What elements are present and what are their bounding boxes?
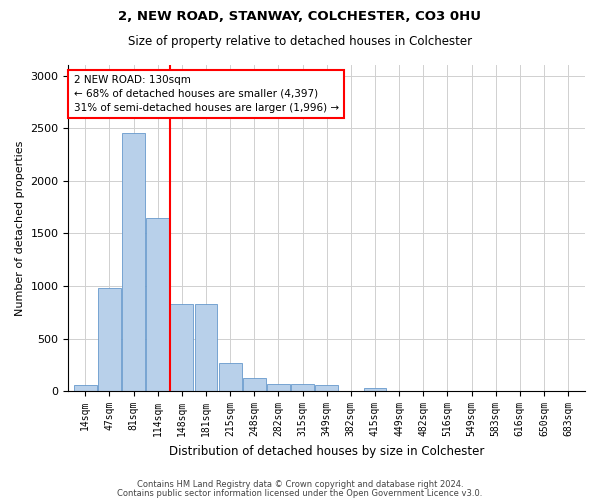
Bar (146, 218, 169, 391)
Bar (315, 386, 338, 391)
Bar (98, 288, 121, 391)
Text: Contains public sector information licensed under the Open Government Licence v3: Contains public sector information licen… (118, 488, 482, 498)
Bar (170, 304, 193, 391)
Bar (243, 378, 266, 391)
Bar (74, 386, 97, 391)
Bar (267, 384, 290, 391)
Text: 2, NEW ROAD, STANWAY, COLCHESTER, CO3 0HU: 2, NEW ROAD, STANWAY, COLCHESTER, CO3 0H… (119, 10, 482, 23)
Text: 2 NEW ROAD: 130sqm
← 68% of detached houses are smaller (4,397)
31% of semi-deta: 2 NEW ROAD: 130sqm ← 68% of detached hou… (74, 75, 338, 113)
Bar (364, 388, 386, 391)
Y-axis label: Number of detached properties: Number of detached properties (15, 140, 25, 316)
Text: Size of property relative to detached houses in Colchester: Size of property relative to detached ho… (128, 35, 472, 48)
Text: Contains HM Land Registry data © Crown copyright and database right 2024.: Contains HM Land Registry data © Crown c… (137, 480, 463, 489)
Bar (122, 134, 145, 391)
Bar (194, 304, 217, 391)
X-axis label: Distribution of detached houses by size in Colchester: Distribution of detached houses by size … (169, 444, 484, 458)
Bar (218, 363, 242, 391)
Bar (291, 384, 314, 391)
